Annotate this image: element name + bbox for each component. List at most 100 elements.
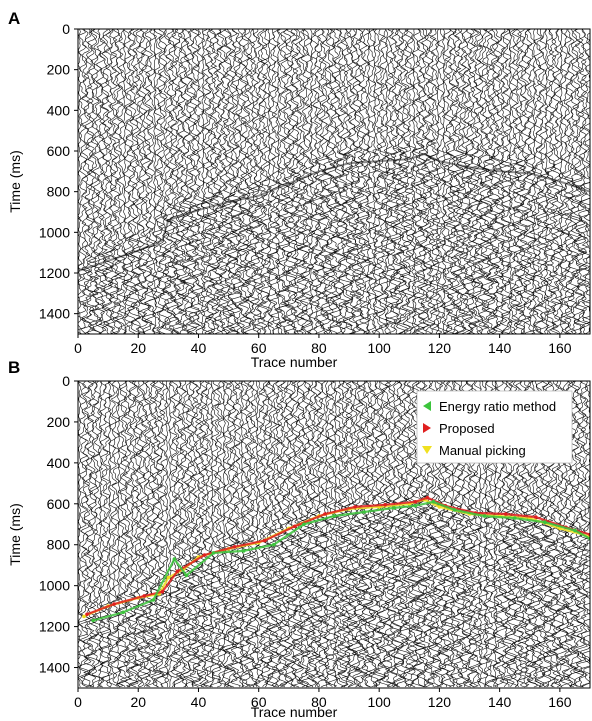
trace-wiggle (83, 381, 99, 688)
trace-wiggle (128, 381, 145, 688)
trace-wiggle (240, 29, 257, 334)
trace-wiggle (341, 29, 356, 334)
trace-wiggle (369, 29, 386, 334)
trace-wiggle (286, 381, 301, 688)
trace-wiggle (354, 381, 371, 688)
trace-wiggle (456, 29, 474, 334)
trace-wiggle (162, 29, 178, 334)
trace-wiggle (372, 29, 390, 334)
trace-wiggle (90, 29, 105, 334)
trace-wiggle (394, 381, 410, 688)
pick-point (142, 594, 147, 598)
wiggle-traces (78, 29, 590, 334)
trace-wiggle (79, 29, 92, 334)
trace-wiggle (305, 29, 320, 334)
y-tick-label: 0 (62, 21, 70, 37)
trace-wiggle (399, 29, 415, 334)
trace-wiggle (151, 29, 166, 334)
pick-point (543, 520, 547, 524)
pick-point (232, 545, 237, 549)
panel-a: 0 200 400 600 800 1000 1200 1400 0 20 40 60 80 100 120… (7, 9, 591, 370)
trace-wiggle (282, 29, 299, 334)
trace-wiggle (90, 381, 106, 688)
trace-wiggle (367, 381, 383, 688)
trace-wiggle (196, 381, 211, 688)
trace-wiggle (80, 29, 98, 334)
trace-wiggle (499, 29, 516, 334)
trace-wiggle (466, 29, 483, 334)
x-tick-label: 140 (488, 694, 512, 710)
trace-wiggle (369, 381, 386, 688)
trace-wiggle (216, 29, 232, 334)
pick-point (184, 573, 189, 578)
trace-wiggle (199, 29, 214, 334)
trace-wiggle (252, 29, 267, 334)
trace-wiggle (216, 381, 230, 688)
picks-overlay (82, 495, 590, 623)
trace-wiggle (254, 381, 260, 688)
pick-point (323, 512, 327, 516)
trace-wiggle (164, 381, 170, 688)
trace-wiggle (267, 29, 284, 334)
trace-wiggle (535, 29, 552, 334)
trace-wiggle (451, 29, 467, 334)
trace-wiggle (142, 29, 156, 334)
trace-wiggle (192, 381, 207, 688)
trace-wiggle (277, 29, 292, 334)
trace-wiggle (167, 381, 172, 688)
trace-wiggle (490, 29, 507, 334)
trace-wiggle (332, 381, 338, 688)
trace-wiggle (335, 381, 351, 688)
trace-wiggle (95, 381, 111, 688)
trace-wiggle (366, 29, 372, 334)
trace-wiggle (243, 381, 259, 688)
pick-point (172, 557, 177, 561)
trace-wiggle (568, 29, 585, 334)
trace-wiggle (402, 381, 420, 688)
trace-wiggle (472, 29, 489, 334)
x-axis-label: Trace number (251, 704, 338, 720)
trace-wiggle (390, 381, 405, 688)
pick-point (293, 524, 297, 529)
plot-frame (77, 28, 591, 335)
x-tick-label: 120 (428, 340, 452, 356)
trace-wiggle (294, 29, 310, 334)
trace-wiggle (106, 381, 121, 688)
trace-wiggle (225, 381, 241, 688)
trace-wiggle (113, 29, 129, 334)
pick-point (202, 553, 207, 557)
trace-wiggle (325, 381, 340, 688)
trace-wiggle (288, 381, 304, 688)
trace-wiggle (463, 29, 479, 334)
trace-wiggle (559, 29, 564, 334)
trace-wiggle (520, 29, 536, 334)
trace-wiggle (107, 381, 123, 688)
trace-wiggle (533, 29, 549, 334)
trace-wiggle (171, 381, 187, 688)
series-line-proposed (86, 496, 590, 616)
trace-wiggle (261, 381, 276, 688)
trace-wiggle (531, 29, 537, 334)
x-tick-label: 100 (367, 694, 391, 710)
x-tick-label: 80 (311, 694, 327, 710)
trace-wiggle (329, 29, 343, 334)
trace-wiggle (418, 29, 433, 334)
trace-wiggle (547, 29, 564, 334)
legend-box (416, 390, 573, 464)
panel-b: 0 200 400 600 800 1000 1200 1400 0 20 40 60 80 100 120… (7, 358, 591, 720)
trace-wiggle (180, 29, 195, 334)
trace-wiggle (155, 381, 172, 688)
trace-wiggle (469, 29, 486, 334)
trace-wiggle (330, 381, 347, 688)
trace-wiggle (155, 29, 169, 334)
trace-wiggle (237, 381, 253, 688)
legend-marker (422, 446, 432, 454)
trace-wiggle (476, 29, 491, 334)
trace-wiggle (304, 381, 319, 688)
pick-point (160, 590, 165, 594)
trace-wiggle (505, 29, 521, 334)
x-tick-label: 20 (130, 694, 146, 710)
y-tick-label: 1400 (39, 306, 70, 322)
trace-wiggle (422, 29, 438, 334)
trace-wiggle (78, 29, 88, 334)
